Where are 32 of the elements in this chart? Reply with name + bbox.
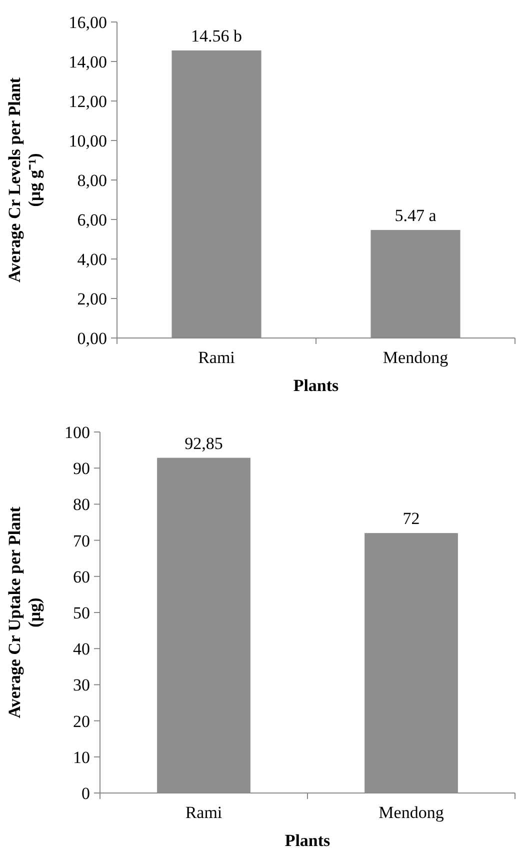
y-tick-label: 80 (73, 495, 90, 514)
y-tick-label: 40 (73, 640, 90, 659)
x-axis-title: Plants (284, 831, 331, 850)
y-tick-label: 60 (73, 567, 90, 586)
data-label: 92,85 (184, 434, 223, 453)
y-tick-label: 100 (64, 422, 90, 442)
data-label: 72 (402, 509, 420, 528)
x-axis-title: Plants (293, 376, 340, 395)
y-tick-label: 70 (73, 531, 90, 550)
x-tick-label: Rami (185, 803, 222, 822)
y-tick-label: 4,00 (77, 250, 107, 269)
x-tick-label: Mendong (378, 803, 444, 822)
y-tick-label: 6,00 (77, 210, 107, 230)
y-tick-label: 90 (73, 459, 90, 478)
y-tick-label: 20 (73, 712, 90, 731)
data-label: 14.56 b (191, 26, 242, 46)
y-tick-label: 10 (73, 748, 90, 767)
data-label: 5.47 a (394, 206, 437, 225)
y-axis-title: Average Cr Uptake per Plant (µg) (5, 506, 44, 718)
y-tick-label: 0,00 (77, 328, 107, 348)
x-tick-label: Mendong (382, 348, 449, 367)
y-tick-label: 16,00 (68, 12, 107, 32)
y-tick-label: 0 (82, 784, 90, 803)
y-tick-label: 10,00 (68, 131, 107, 150)
y-tick-label: 14,00 (68, 52, 107, 72)
x-tick-label: Rami (198, 348, 236, 367)
y-tick-label: 2,00 (77, 289, 107, 308)
y-tick-label: 50 (73, 603, 90, 622)
y-tick-label: 12,00 (68, 92, 107, 111)
y-tick-label: 30 (73, 676, 90, 695)
y-axis-title: Average Cr Levels per Plant (µg g⁻¹) (5, 77, 44, 282)
y-tick-label: 8,00 (77, 170, 107, 190)
